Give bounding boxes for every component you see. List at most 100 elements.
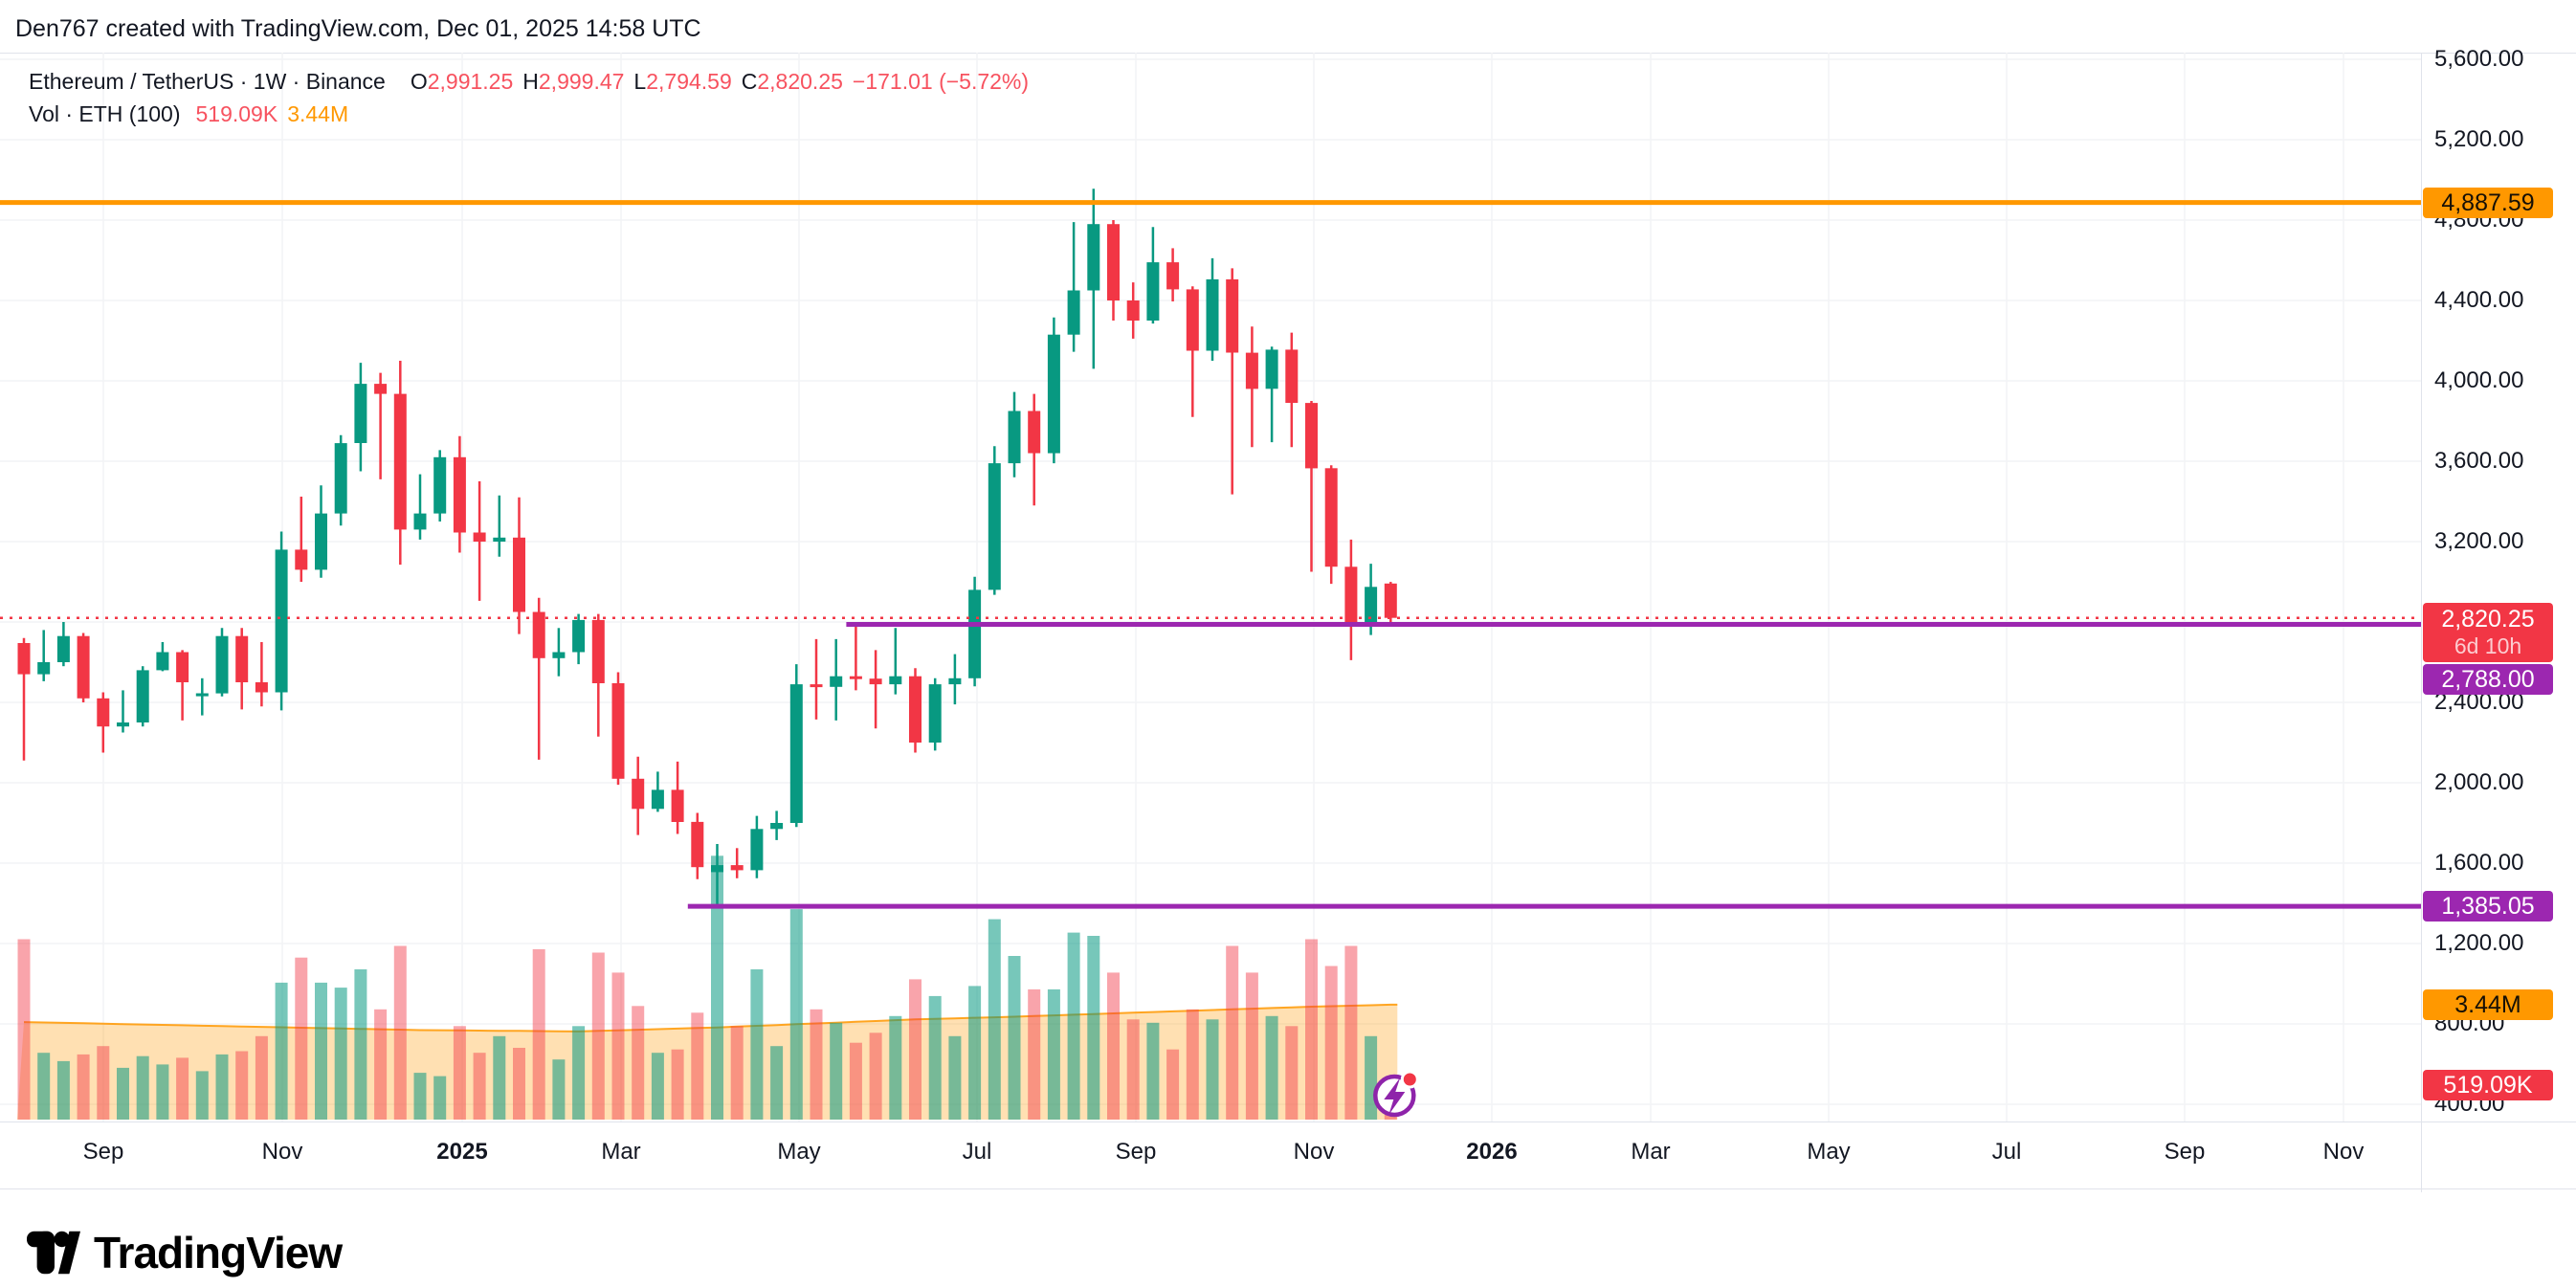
ohlc-close-value: 2,820.25: [757, 69, 843, 94]
volume-bar: [1305, 939, 1318, 1120]
chart-canvas[interactable]: [0, 0, 2576, 1192]
time-axis-divider: [0, 1121, 2576, 1122]
level-lines-layer[interactable]: [0, 200, 2421, 909]
volume-bar: [1107, 972, 1120, 1120]
volume-bar: [1344, 945, 1358, 1120]
volume-bar: [97, 1046, 110, 1120]
change-value: −171.01 (−5.72%): [852, 69, 1030, 94]
price-tick-label: 5,200.00: [2434, 126, 2524, 152]
volume-bar: [889, 1015, 902, 1120]
candle-body: [1166, 262, 1180, 290]
price-tick-label: 2,000.00: [2434, 769, 2524, 795]
volume-bar: [37, 1053, 51, 1120]
volume-bar: [1146, 1022, 1160, 1120]
volume-bar: [255, 1035, 268, 1121]
snapshot-attribution: Den767 created with TradingView.com, Dec…: [15, 15, 701, 42]
candle-body: [1265, 349, 1278, 389]
candle-body: [552, 652, 566, 658]
candle-body: [591, 619, 605, 683]
candle-body: [750, 829, 764, 871]
candle-body: [1146, 262, 1160, 321]
symbol-title: Ethereum / TetherUS · 1W · Binance: [29, 69, 386, 94]
ohlc-open-value: 2,991.25: [427, 69, 514, 94]
candle-body: [433, 456, 447, 514]
volume-bar: [909, 979, 922, 1120]
candle-body: [869, 678, 882, 685]
candle-body: [413, 513, 427, 530]
candle-body: [849, 676, 862, 679]
candle-body: [730, 865, 744, 871]
volume-bar: [968, 986, 982, 1120]
candle-body: [770, 823, 784, 830]
time-axis[interactable]: Sep Nov 2025 Mar May Jul Sep Nov 2026 Mar May Jul Se…: [0, 1121, 2421, 1188]
volume-bars-layer: [17, 855, 1397, 1121]
candle-body: [1107, 224, 1120, 300]
volume-bar: [928, 995, 942, 1120]
candle-body: [473, 532, 486, 542]
candle-body: [1008, 411, 1021, 464]
volume-bar: [413, 1073, 427, 1120]
volume-bar: [354, 969, 367, 1120]
price-axis[interactable]: 5,600.00 5,200.00 4,800.00 4,400.00 4,000.00…: [2421, 46, 2576, 1121]
candle-body: [77, 635, 90, 699]
volume-ma-value: 3.44M: [287, 101, 349, 126]
candle-body: [1365, 587, 1378, 627]
candle-body: [1206, 278, 1219, 351]
candle-body: [789, 684, 803, 823]
volume-bar: [374, 1009, 388, 1120]
volume-bar: [572, 1026, 586, 1120]
volume-bar: [750, 969, 764, 1120]
candle-body: [354, 384, 367, 443]
candle-body: [1067, 290, 1080, 335]
legend-volume-row: Vol · ETH (100) 519.09K 3.44M: [29, 100, 1029, 132]
price-tick-label: 3,200.00: [2434, 528, 2524, 554]
candle-body: [1047, 334, 1060, 454]
candle-body: [136, 670, 149, 722]
volume-bar: [235, 1051, 249, 1120]
candle-body: [830, 676, 843, 687]
volume-bar: [651, 1053, 664, 1120]
volume-bar: [176, 1057, 189, 1120]
price-tick-label: 1,600.00: [2434, 850, 2524, 876]
volume-bar: [56, 1060, 70, 1120]
volume-bar: [691, 1012, 704, 1120]
candle-body: [1285, 349, 1299, 403]
candle-body: [56, 635, 70, 662]
candle-body: [117, 722, 129, 727]
volume-bar: [810, 1009, 823, 1120]
time-tick-year-label: 2026: [1466, 1139, 1518, 1165]
volume-bar: [117, 1067, 129, 1120]
volume-bar: [611, 972, 625, 1120]
volume-bar: [1126, 1019, 1140, 1120]
price-tick-label: 1,200.00: [2434, 930, 2524, 956]
candle-body: [909, 676, 922, 743]
candle-body: [711, 865, 723, 873]
candle-body: [671, 789, 684, 822]
tradingview-logo-text: TradingView: [94, 1228, 343, 1277]
ohlc-low-label: L: [633, 69, 647, 94]
price-tick-label: 3,600.00: [2434, 448, 2524, 474]
volume-ma-badge: 3.44M: [2423, 988, 2553, 1020]
volume-bar: [1285, 1026, 1299, 1120]
volume-bar: [591, 952, 605, 1120]
candle-body: [453, 456, 466, 533]
time-tick-month-label: Mar: [601, 1139, 641, 1165]
ohlc-close-label: C: [741, 69, 758, 94]
candle-body: [1384, 583, 1397, 618]
lightning-badge-icon: [1373, 1070, 1419, 1118]
candle-body: [1126, 300, 1140, 321]
volume-indicator-label: Vol · ETH (100): [29, 101, 181, 126]
price-tick-label: 5,600.00: [2434, 46, 2524, 72]
time-tick-year-label: 2025: [436, 1139, 488, 1165]
tradingview-logo-icon: [27, 1231, 80, 1275]
volume-bar: [1324, 966, 1338, 1120]
tradingview-logo[interactable]: TradingView: [27, 1227, 343, 1278]
volume-bar: [156, 1064, 169, 1120]
time-tick-month-label: Nov: [1293, 1139, 1335, 1165]
candle-body: [295, 549, 308, 570]
time-tick-month-label: Nov: [2322, 1139, 2365, 1165]
price-tick-label: 4,000.00: [2434, 367, 2524, 393]
candle-body: [810, 684, 823, 688]
time-tick-month-label: Sep: [2164, 1139, 2206, 1165]
candle-body: [1226, 278, 1239, 353]
